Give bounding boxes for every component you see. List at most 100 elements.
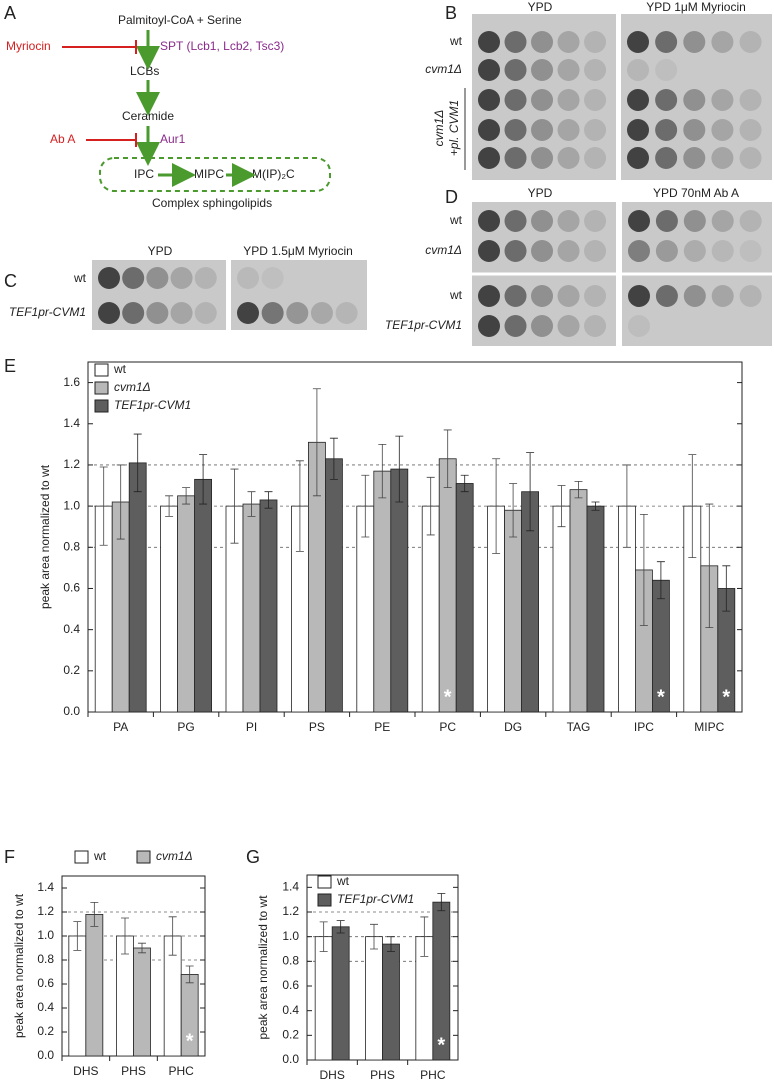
spot [628, 210, 650, 232]
legend-swatch [317, 893, 332, 907]
spot [739, 119, 762, 141]
y-tick-label: 0.2 [282, 1028, 299, 1042]
bar [390, 468, 409, 713]
spot [655, 59, 678, 81]
spot [584, 59, 607, 81]
x-tick-label: PHS [370, 1068, 395, 1080]
spot [531, 59, 554, 81]
strain-label: TEF1pr-CVM1 [9, 305, 86, 319]
error-bar [133, 433, 142, 493]
substrate: Palmitoyl-CoA + Serine [118, 13, 242, 27]
y-tick-label: 0.4 [63, 622, 80, 636]
y-tick-label: 0.6 [37, 976, 54, 990]
spot [122, 302, 145, 324]
y-tick-label: 0.0 [282, 1052, 299, 1066]
spot [531, 285, 554, 307]
y-tick-label: 1.4 [282, 880, 299, 894]
plate-header: YPD 1μM Myriocin [646, 0, 746, 14]
spot [584, 210, 607, 232]
bar [68, 935, 87, 1057]
spot [683, 210, 706, 232]
bar [365, 936, 383, 1061]
spot [557, 210, 580, 232]
x-tick-label: DG [504, 720, 522, 734]
bar [504, 509, 523, 713]
x-tick-label: PHC [168, 1064, 194, 1078]
bar [382, 943, 400, 1061]
plate-header: YPD [528, 0, 553, 14]
error-bar [420, 916, 429, 957]
x-tick-label: DHS [73, 1064, 98, 1078]
inhibition [86, 133, 137, 147]
significance-mark: * [444, 686, 452, 708]
enzyme: SPT (Lcb1, Lcb2, Tsc3) [160, 39, 284, 53]
strain-label: cvm1Δ [432, 110, 446, 147]
spot [683, 285, 706, 307]
spot [655, 210, 678, 232]
spot [98, 267, 120, 289]
error-bar [73, 921, 82, 951]
error-bar [264, 491, 273, 509]
spot [584, 31, 607, 53]
spot [237, 302, 259, 324]
error-bar [116, 464, 125, 540]
x-tick-label: PG [177, 720, 194, 734]
spot [627, 147, 649, 169]
spot [627, 89, 649, 111]
spot [584, 89, 607, 111]
legend-label: cvm1Δ [114, 380, 151, 394]
spot [531, 315, 554, 337]
bar [586, 505, 605, 713]
y-tick-label: 1.2 [37, 904, 54, 918]
strain-label: wt [449, 288, 463, 302]
spot [739, 147, 762, 169]
significance-mark: * [722, 686, 730, 708]
error-bar [526, 452, 535, 532]
strain-label: TEF1pr-CVM1 [385, 318, 462, 332]
spot [683, 240, 706, 262]
error-bar [426, 476, 435, 536]
spot [711, 119, 734, 141]
spot [711, 240, 734, 262]
plate-header: YPD 1.5μM Myriocin [243, 244, 353, 258]
spot [557, 285, 580, 307]
spot [655, 285, 678, 307]
spot [261, 302, 284, 324]
spot [655, 89, 678, 111]
inhibitor: Ab A [50, 132, 75, 146]
spot [655, 31, 678, 53]
error-bar [138, 942, 146, 954]
y-tick-label: 0.6 [63, 581, 80, 595]
lipid: MIPC [194, 167, 224, 181]
spot [478, 31, 500, 53]
error-bar [336, 920, 345, 934]
bar [128, 462, 147, 713]
inhibitor: Myriocin [6, 39, 51, 53]
spot [739, 89, 762, 111]
spot [739, 210, 762, 232]
x-tick-label: MIPC [694, 720, 724, 734]
plate-header: YPD [148, 244, 173, 258]
legend-swatch [94, 381, 109, 395]
error-bar [656, 561, 665, 600]
bar [373, 470, 392, 713]
spot [478, 89, 500, 111]
spot [504, 315, 527, 337]
legend-label: wt [93, 849, 107, 863]
x-tick-label: PE [374, 720, 390, 734]
bar [259, 499, 278, 713]
spot [655, 240, 678, 262]
spot [584, 315, 607, 337]
legend-label: TEF1pr-CVM1 [337, 892, 414, 906]
panel-letter: G [246, 847, 260, 867]
spot [170, 267, 193, 289]
x-tick-label: IPC [634, 720, 654, 734]
error-bar [378, 443, 387, 499]
strain-label: wt [449, 34, 463, 48]
y-axis-label: peak area normalized to wt [38, 464, 52, 609]
bar [85, 914, 104, 1057]
error-bar [395, 435, 404, 503]
x-tick-label: PHC [420, 1068, 446, 1080]
error-bar [319, 921, 328, 952]
spot [628, 240, 650, 262]
